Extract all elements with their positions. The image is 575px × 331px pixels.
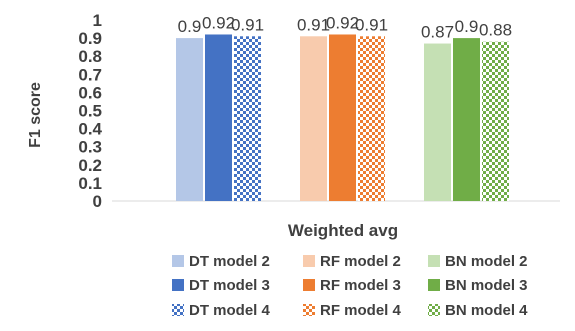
data-label: 0.87	[421, 23, 454, 42]
y-tick-label: 1	[93, 11, 102, 30]
data-label: 0.9	[178, 17, 202, 36]
y-tick-label: 0.1	[78, 174, 102, 193]
bar-bn-model-2	[424, 43, 451, 201]
legend-swatch	[428, 255, 440, 267]
bar-rf-model-4	[358, 36, 385, 201]
x-axis-category-label: Weighted avg	[288, 221, 398, 240]
legend-swatch	[303, 304, 315, 316]
bar-dt-model-4	[234, 36, 261, 201]
legend-label: RF model 3	[320, 277, 401, 294]
legend-label: BN model 2	[445, 253, 528, 270]
y-tick-label: 0	[93, 192, 102, 211]
bar-bn-model-4	[482, 41, 509, 201]
data-label: 0.88	[479, 21, 512, 40]
data-labels: 0.9 0.920.91 0.910.920.91 0.87 0.9 0.88	[178, 13, 512, 41]
y-tick-label: 0.2	[78, 156, 102, 175]
legend-label: DT model 4	[189, 302, 271, 319]
legend-swatch	[428, 279, 440, 291]
y-tick-label: 0.8	[78, 47, 102, 66]
y-tick-label: 0.6	[78, 83, 102, 102]
legend-label: DT model 2	[189, 253, 270, 270]
y-tick-label: 0.9	[78, 29, 102, 48]
legend-swatch	[172, 304, 184, 316]
data-label: 0.92	[326, 13, 359, 32]
y-tick-label: 0.3	[78, 138, 102, 157]
legend-label: BN model 3	[445, 277, 528, 294]
bar-bn-model-3	[453, 38, 480, 201]
bars	[176, 34, 509, 202]
y-axis-ticks: 00.10.20.30.40.50.60.70.80.91	[78, 11, 102, 211]
legend-label: RF model 2	[320, 253, 401, 270]
legend-swatch	[172, 255, 184, 267]
y-tick-label: 0.7	[78, 65, 102, 84]
legend: DT model 2 DT model 3 DT model 4 RF model 2…	[172, 253, 528, 319]
bar-dt-model-2	[176, 38, 203, 201]
bar-dt-model-3	[205, 34, 232, 202]
y-tick-label: 0.5	[78, 102, 102, 121]
legend-label: DT model 3	[189, 277, 270, 294]
legend-swatch	[428, 304, 440, 316]
bar-rf-model-3	[329, 34, 356, 202]
bar-rf-model-2	[300, 36, 327, 201]
data-label: 0.91	[297, 15, 330, 34]
legend-swatch	[303, 255, 315, 267]
data-label: 0.91	[231, 15, 264, 34]
legend-label: BN model 4	[445, 302, 528, 319]
y-axis-title: F1 score	[27, 82, 44, 148]
legend-label: RF model 4	[320, 302, 402, 319]
data-label: 0.92	[202, 13, 235, 32]
y-tick-label: 0.4	[78, 120, 102, 139]
data-label: 0.9	[455, 17, 479, 36]
legend-swatch	[172, 279, 184, 291]
data-label: 0.91	[355, 15, 388, 34]
legend-swatch	[303, 279, 315, 291]
